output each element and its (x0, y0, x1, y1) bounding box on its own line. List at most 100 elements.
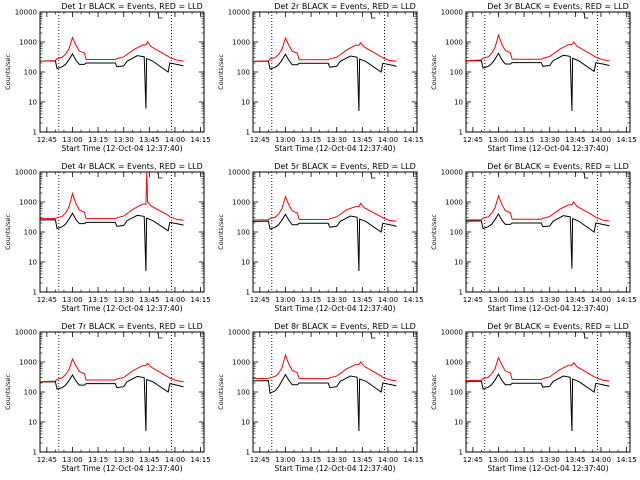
y-tick-label: 1 (459, 289, 463, 297)
y-tick-label: 10000 (441, 9, 463, 17)
plot-frame (465, 11, 631, 133)
x-tick-label: 13:45 (139, 296, 159, 304)
series-line-lld (465, 33, 610, 62)
x-tick-label: 14:00 (378, 296, 398, 304)
x-tick-label: 13:30 (114, 136, 134, 144)
x-tick-label: 14:00 (165, 456, 185, 464)
x-tick-label: 13:45 (565, 296, 585, 304)
panel-title: Det 4r BLACK = Events, RED = LLD (61, 162, 203, 171)
x-axis-label: Start Time (12-Oct-04 12:37:40) (274, 304, 395, 313)
x-tick-label: 13:00 (275, 136, 295, 144)
y-tick-label: 100 (450, 389, 463, 397)
x-axis-label: Start Time (12-Oct-04 12:37:40) (487, 464, 608, 473)
y-tick-label: 10000 (15, 9, 37, 17)
panel-title: Det 9r BLACK = Events, RED = LLD (487, 322, 629, 331)
x-tick-label: 12:45 (250, 136, 270, 144)
x-tick-label: 14:00 (591, 136, 611, 144)
x-tick-label: 12:45 (463, 136, 483, 144)
y-tick-label: 10000 (228, 329, 250, 337)
x-tick-label: 14:15 (403, 456, 423, 464)
series-line-lld (252, 195, 397, 222)
x-tick-label: 13:00 (275, 456, 295, 464)
panel-title: Det 8r BLACK = Events, RED = LLD (274, 322, 416, 331)
y-tick-label: 1 (246, 129, 250, 137)
x-tick-label: 13:15 (514, 296, 534, 304)
y-tick-label: 1 (459, 449, 463, 457)
x-tick-label: 13:15 (88, 296, 108, 304)
x-tick-label: 12:45 (37, 456, 57, 464)
y-tick-label: 10000 (441, 169, 463, 177)
panel-det-4: Det 4r BLACK = Events, RED = LLD 1 10 100 10… (4, 162, 211, 313)
panel-title: Det 5r BLACK = Events, RED = LLD (274, 162, 416, 171)
y-tick-label: 100 (450, 229, 463, 237)
x-tick-label: 12:45 (463, 296, 483, 304)
series-line-events (465, 52, 610, 112)
series-line-events (39, 373, 184, 432)
panel-det-9: Det 9r BLACK = Events, RED = LLD 1 10 100 10… (430, 322, 637, 473)
y-tick-label: 1 (33, 129, 37, 137)
x-axis-label: Start Time (12-Oct-04 12:37:40) (61, 144, 182, 153)
x-tick-label: 12:45 (250, 456, 270, 464)
y-axis-label: Counts/sec (217, 214, 225, 250)
x-tick-label: 13:45 (139, 136, 159, 144)
x-axis-label: Start Time (12-Oct-04 12:37:40) (274, 464, 395, 473)
x-tick-label: 13:15 (301, 136, 321, 144)
panel-title: Det 2r BLACK = Events, RED = LLD (274, 2, 416, 11)
x-tick-label: 13:15 (514, 136, 534, 144)
series-line-lld (39, 171, 184, 221)
x-tick-label: 14:15 (616, 296, 636, 304)
y-tick-label: 10000 (15, 329, 37, 337)
y-tick-label: 10 (241, 259, 250, 267)
panel-det-5: Det 5r BLACK = Events, RED = LLD 1 10 100 10… (217, 162, 424, 313)
y-tick-label: 10 (241, 99, 250, 107)
bracket-mark (371, 13, 376, 19)
x-tick-label: 13:30 (327, 136, 347, 144)
series-line-lld (252, 353, 397, 382)
panel-det-2: Det 2r BLACK = Events, RED = LLD 1 10 100 10… (217, 2, 424, 153)
series-line-lld (39, 357, 184, 383)
bracket-mark (371, 333, 376, 339)
x-tick-label: 12:45 (463, 456, 483, 464)
panel-det-6: Det 6r BLACK = Events, RED = LLD 1 10 100 10… (430, 162, 637, 313)
series-line-lld (39, 36, 184, 62)
series-line-lld (465, 356, 610, 382)
series-line-events (252, 53, 397, 112)
x-tick-label: 13:45 (139, 456, 159, 464)
panel-title: Det 7r BLACK = Events, RED = LLD (61, 322, 203, 331)
bracket-mark (371, 173, 376, 179)
y-tick-label: 100 (24, 69, 37, 77)
y-tick-label: 10000 (228, 9, 250, 17)
x-tick-label: 14:15 (190, 296, 210, 304)
x-tick-label: 13:30 (327, 296, 347, 304)
x-tick-label: 14:15 (616, 456, 636, 464)
plot-frame (252, 171, 418, 293)
y-tick-label: 1 (33, 449, 37, 457)
series-line-events (39, 212, 184, 272)
y-tick-label: 10000 (228, 169, 250, 177)
x-tick-label: 13:30 (114, 456, 134, 464)
bracket-mark (584, 333, 589, 339)
x-axis-label: Start Time (12-Oct-04 12:37:40) (61, 304, 182, 313)
y-tick-label: 10 (28, 419, 37, 427)
x-tick-label: 14:00 (165, 136, 185, 144)
panel-det-8: Det 8r BLACK = Events, RED = LLD 1 10 100 10… (217, 322, 424, 473)
x-tick-label: 13:45 (565, 456, 585, 464)
panel-det-7: Det 7r BLACK = Events, RED = LLD 1 10 100 10… (4, 322, 211, 473)
x-tick-label: 13:00 (488, 296, 508, 304)
x-tick-label: 13:45 (352, 456, 372, 464)
series-line-events (465, 212, 610, 269)
plot-frame (465, 171, 631, 293)
series-line-lld (465, 194, 610, 222)
y-tick-label: 10000 (441, 329, 463, 337)
y-axis-label: Counts/sec (4, 54, 12, 90)
x-tick-label: 13:00 (62, 296, 82, 304)
x-axis-label: Start Time (12-Oct-04 12:37:40) (487, 304, 608, 313)
x-tick-label: 13:00 (488, 136, 508, 144)
y-tick-label: 1000 (232, 359, 250, 367)
y-tick-label: 10 (28, 99, 37, 107)
bracket-mark (158, 13, 163, 19)
x-tick-label: 12:45 (250, 296, 270, 304)
y-tick-label: 1 (459, 129, 463, 137)
x-tick-label: 13:15 (88, 136, 108, 144)
plot-frame (252, 331, 418, 453)
